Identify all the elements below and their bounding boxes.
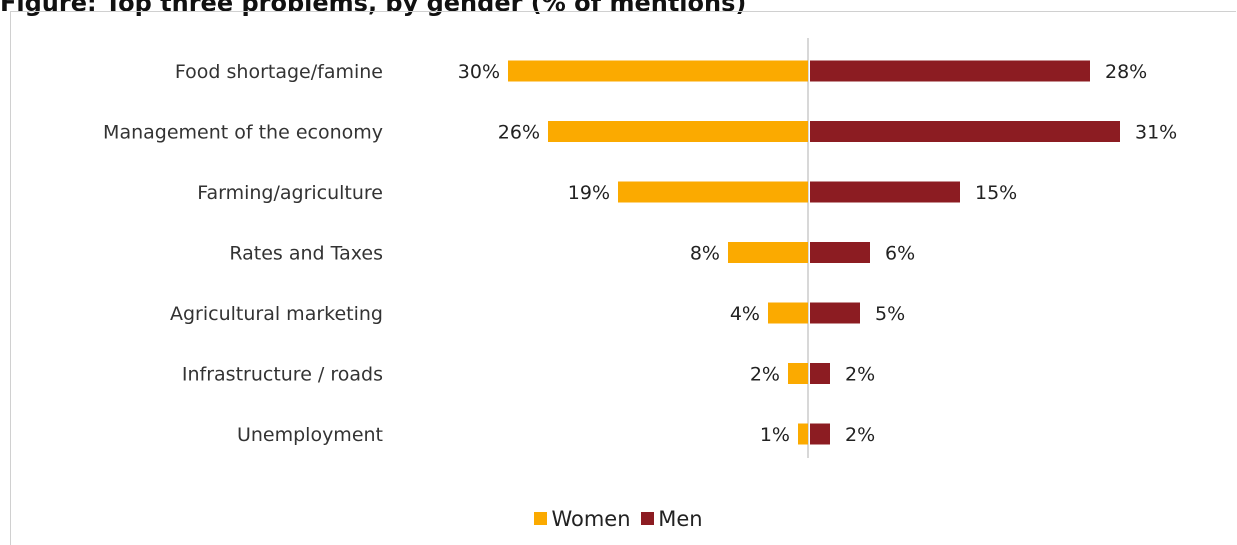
chart-title: Figure: Top three problems, by gender (%…: [0, 0, 747, 17]
data-label-men: 2%: [845, 424, 875, 446]
bar-men: [810, 363, 830, 384]
bar-women: [798, 423, 808, 445]
data-label-men: 2%: [845, 364, 875, 386]
bar-women: [788, 363, 808, 384]
data-label-women: 8%: [690, 243, 720, 265]
category-label: Infrastructure / roads: [182, 364, 383, 386]
legend-label-women: Women: [551, 506, 631, 531]
data-label-men: 31%: [1135, 122, 1177, 144]
category-label: Unemployment: [237, 424, 383, 446]
data-label-women: 26%: [498, 122, 540, 144]
bar-men: [810, 242, 870, 263]
data-label-women: 2%: [750, 364, 780, 386]
data-label-women: 4%: [730, 303, 760, 325]
bar-women: [508, 60, 808, 82]
data-label-women: 1%: [760, 424, 790, 446]
category-label: Rates and Taxes: [229, 243, 383, 265]
data-label-women: 19%: [568, 182, 610, 204]
category-label: Agricultural marketing: [170, 303, 383, 325]
bar-men: [810, 121, 1120, 142]
bar-men: [810, 60, 1090, 82]
bar-women: [618, 181, 808, 203]
bar-men: [810, 181, 960, 203]
bar-men: [810, 302, 860, 324]
legend-item-men: Men: [641, 506, 703, 531]
category-label: Management of the economy: [103, 122, 383, 144]
legend-swatch-women: [534, 512, 548, 525]
bar-women: [548, 121, 808, 142]
data-label-men: 6%: [885, 243, 915, 265]
bar-women: [768, 302, 808, 324]
legend-item-women: Women: [534, 506, 631, 531]
category-label: Food shortage/famine: [175, 61, 383, 83]
data-label-men: 15%: [975, 182, 1017, 204]
bar-women: [728, 242, 808, 263]
legend: Women Men: [0, 506, 1237, 531]
category-label: Farming/agriculture: [197, 182, 383, 204]
legend-label-men: Men: [658, 506, 703, 531]
data-label-men: 5%: [875, 303, 905, 325]
data-label-men: 28%: [1105, 61, 1147, 83]
legend-swatch-men: [641, 512, 655, 525]
chart-frame: [10, 11, 1236, 545]
data-label-women: 30%: [458, 61, 500, 83]
bar-men: [810, 423, 830, 445]
